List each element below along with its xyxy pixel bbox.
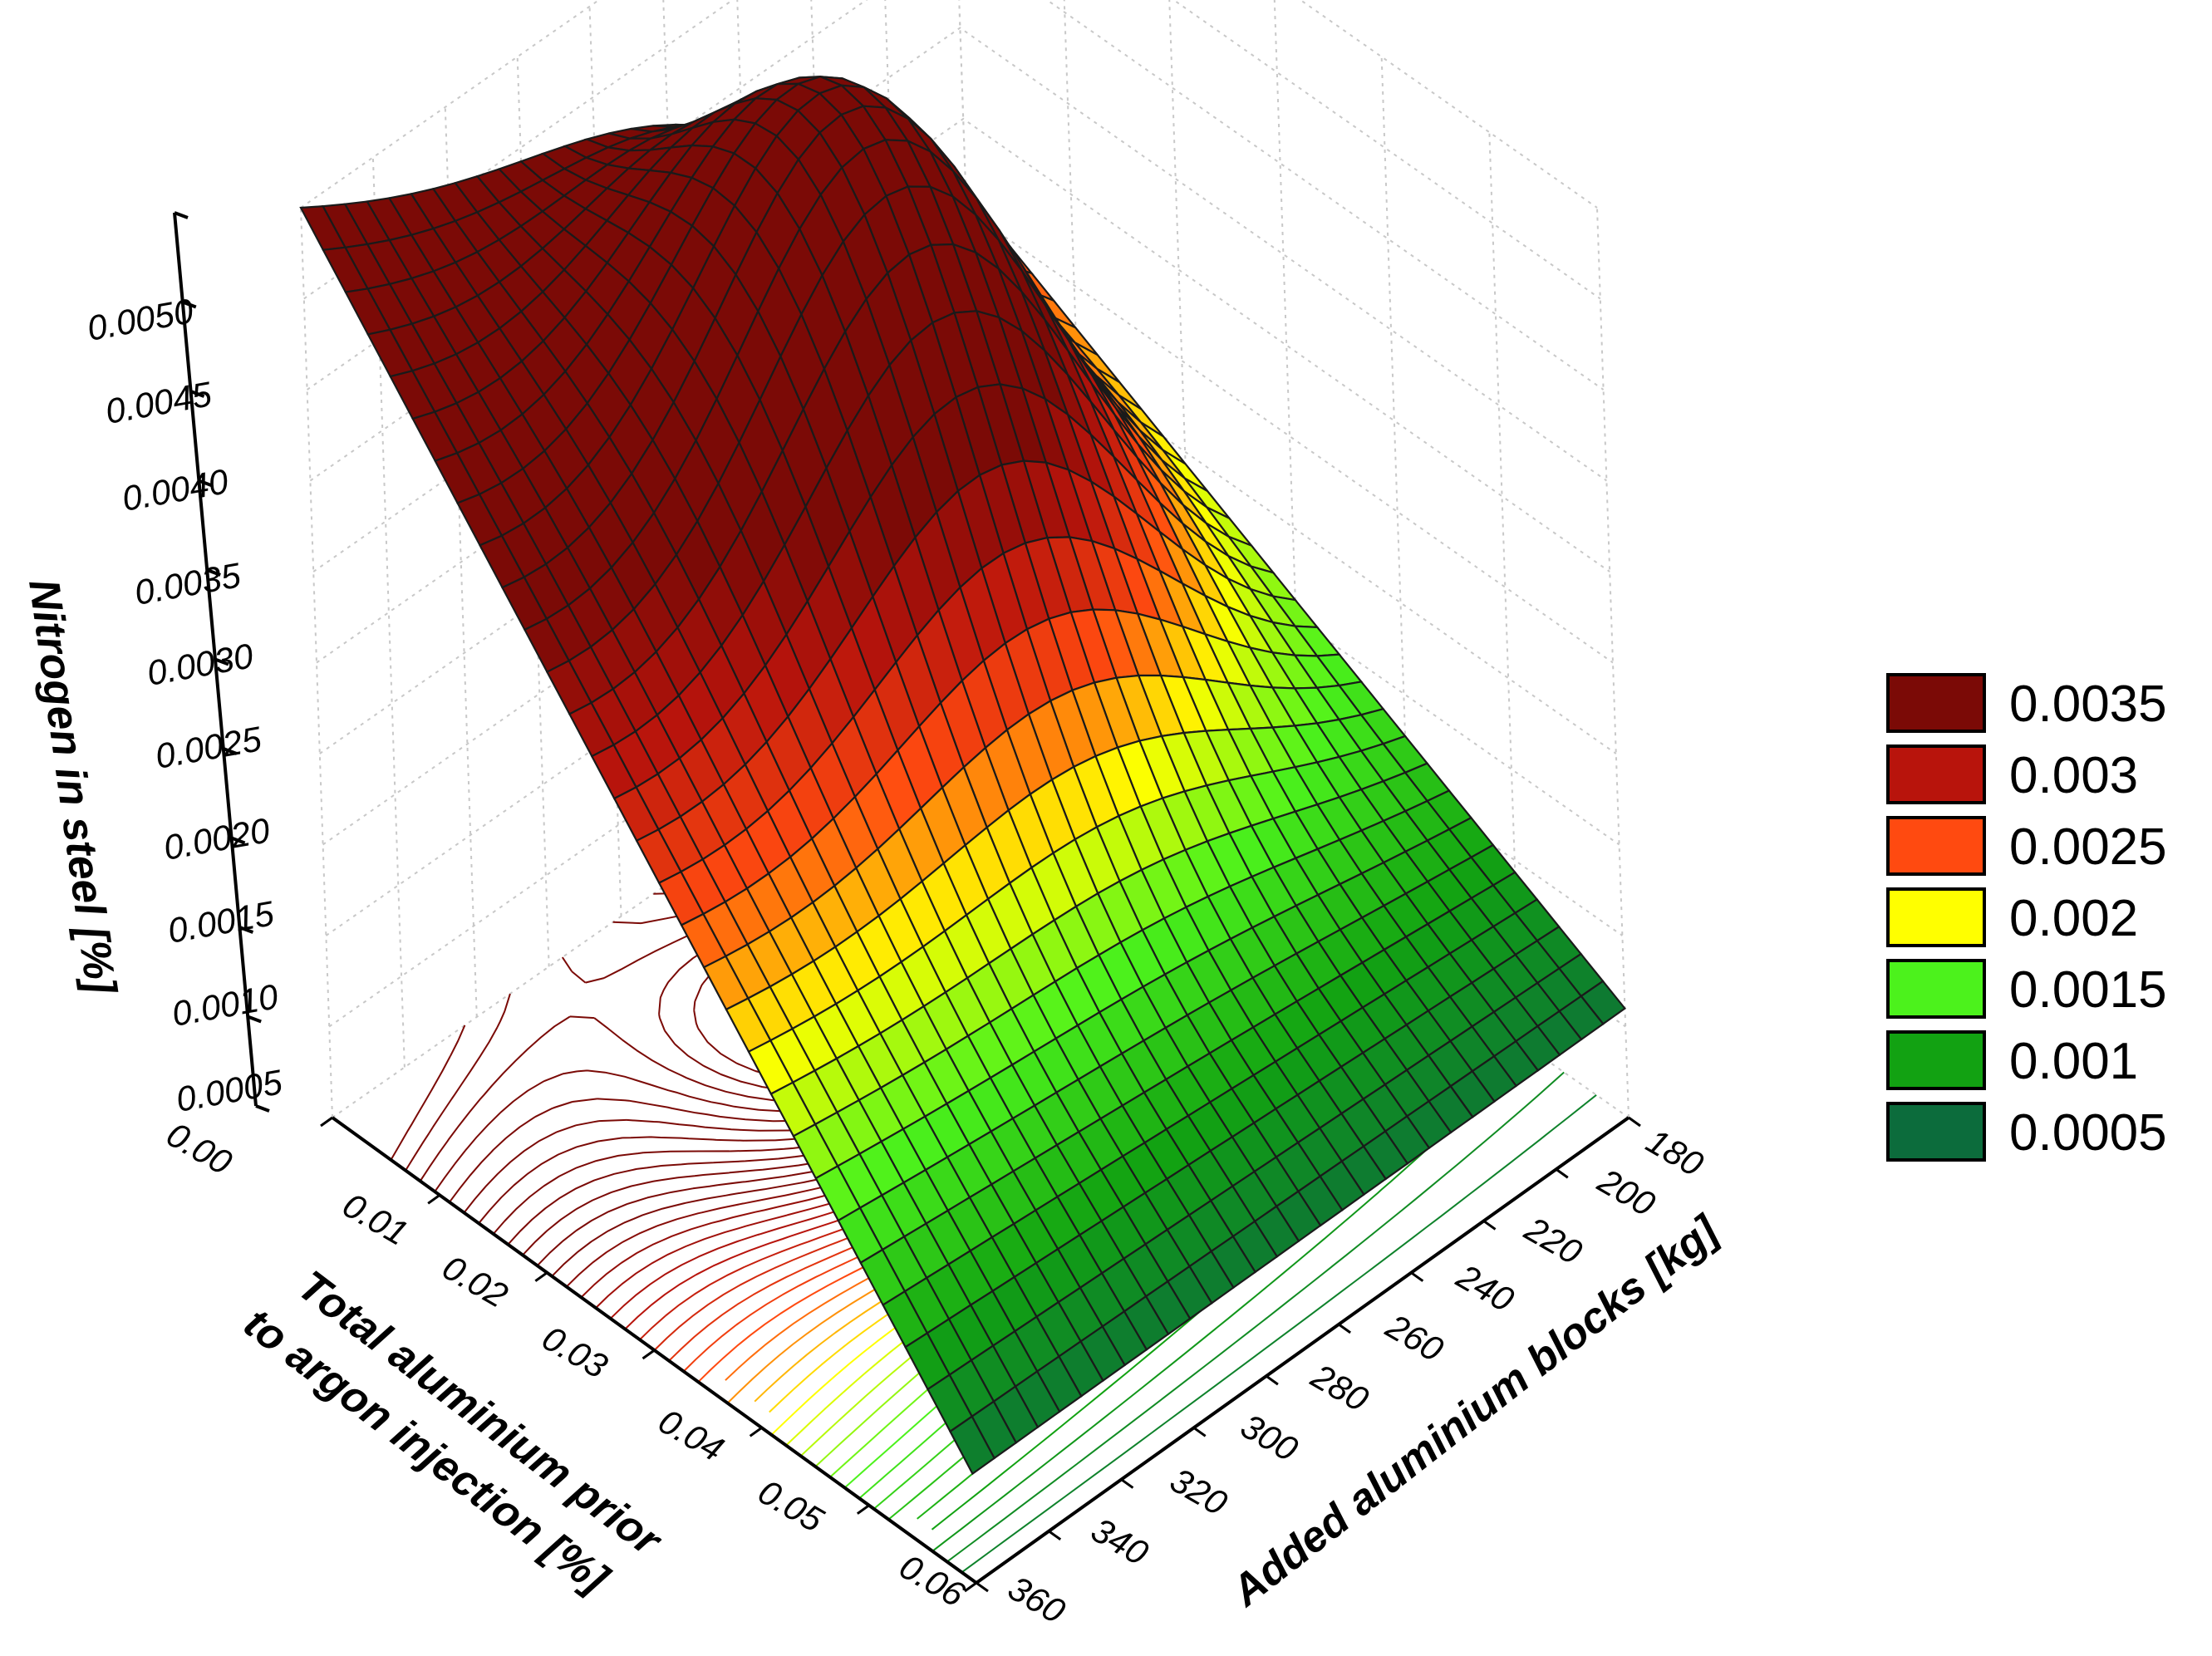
axis-line <box>856 1504 870 1515</box>
x-tick-label: 0.06 <box>893 1546 972 1614</box>
axis-line <box>749 1427 763 1437</box>
axis-line <box>534 1271 548 1282</box>
contour-line <box>946 1071 1565 1563</box>
legend-label: 0.0005 <box>2009 1104 2167 1162</box>
legend-swatch <box>1886 673 1986 733</box>
axis-line <box>174 211 189 219</box>
z-axis-ticks: 0.0005 0.0010 0.0015 0.0020 0.0025 0.003… <box>84 291 285 1182</box>
legend-label: 0.001 <box>2009 1033 2138 1090</box>
z-axis-title: Nitrogen in steel [%] <box>19 577 125 999</box>
surface-cell <box>949 1415 996 1476</box>
z-tick-label: 0.0030 <box>144 636 256 693</box>
grid-line <box>300 207 333 1118</box>
legend-swatch <box>1886 959 1986 1019</box>
legend-label: 0.003 <box>2009 747 2138 804</box>
axis-line <box>238 926 254 934</box>
z-tick-label: 0.0040 <box>119 461 231 518</box>
x-tick-label: 0.05 <box>752 1472 831 1540</box>
axis-line <box>198 479 214 488</box>
axis-line <box>230 836 246 845</box>
y-tick-label: 180 <box>1640 1121 1711 1184</box>
legend-label: 0.002 <box>2009 890 2138 947</box>
grid-line <box>312 117 1610 572</box>
x-tick-label: 0.02 <box>436 1247 514 1315</box>
legend-label: 0.0025 <box>2009 818 2167 876</box>
axis-line <box>1266 1374 1279 1386</box>
grid-line <box>1596 207 1630 1118</box>
legend-swatch <box>1886 744 1986 804</box>
axis-line <box>182 300 197 309</box>
axis-line <box>223 747 238 755</box>
legend-label: 0.0015 <box>2009 961 2167 1019</box>
z-tick-label: 0.0020 <box>160 810 273 867</box>
z-tick-label: 0.0035 <box>131 555 243 612</box>
y-tick-label: 280 <box>1305 1356 1376 1420</box>
z-tick-label-zero: 0.00 <box>160 1114 239 1182</box>
axis-line <box>976 1581 989 1593</box>
legend-swatch <box>1886 887 1986 947</box>
axis-line <box>427 1194 441 1205</box>
axis-line <box>255 1104 270 1113</box>
z-tick-label: 0.0025 <box>152 719 264 776</box>
axis-line <box>1628 1116 1641 1128</box>
axis-line <box>206 568 221 577</box>
z-tick-label: 0.0010 <box>169 976 281 1034</box>
axis-line <box>320 1116 333 1128</box>
response-surface <box>299 76 1626 1476</box>
axis-line <box>247 1015 262 1024</box>
axis-line <box>1120 1478 1134 1489</box>
y-tick-label: 360 <box>1002 1568 1073 1631</box>
axis-line <box>641 1349 656 1360</box>
axis-line <box>975 1116 1630 1585</box>
y-tick-label: 320 <box>1164 1460 1235 1523</box>
axis-line <box>1410 1271 1424 1282</box>
z-tick-label: 0.0050 <box>84 291 196 348</box>
axis-line <box>1192 1427 1207 1437</box>
y-tick-label: 220 <box>1518 1209 1590 1273</box>
axis-line <box>964 1581 977 1593</box>
legend-swatch <box>1886 1030 1986 1090</box>
legend-swatch <box>1886 816 1986 876</box>
axis-line <box>214 657 229 666</box>
axis-line <box>1048 1530 1062 1541</box>
x-tick-label: 0.01 <box>337 1185 415 1253</box>
axis-lines <box>173 211 1641 1593</box>
y-tick-label: 200 <box>1591 1161 1663 1225</box>
z-tick-label: 0.0045 <box>102 374 214 431</box>
y-tick-label: 340 <box>1085 1510 1156 1573</box>
axis-line <box>1338 1323 1351 1334</box>
y-tick-label: 260 <box>1379 1306 1451 1370</box>
y-tick-label: 240 <box>1450 1256 1521 1320</box>
axis-line <box>1555 1168 1569 1179</box>
contour-line <box>961 1094 1597 1574</box>
y-tick-label: 300 <box>1235 1406 1305 1469</box>
grid-line <box>309 27 1607 482</box>
x-tick-label: 0.03 <box>536 1318 614 1386</box>
x-tick-label: 0.04 <box>652 1401 730 1469</box>
z-tick-label: 0.0015 <box>165 893 277 951</box>
legend: 0.0035 0.003 0.0025 0.002 0.0015 0.001 0.0005 <box>1886 673 2167 1162</box>
legend-label: 0.0035 <box>2009 676 2167 733</box>
legend-swatch <box>1886 1102 1986 1162</box>
axis-line <box>189 390 205 398</box>
axis-line <box>1482 1220 1497 1231</box>
